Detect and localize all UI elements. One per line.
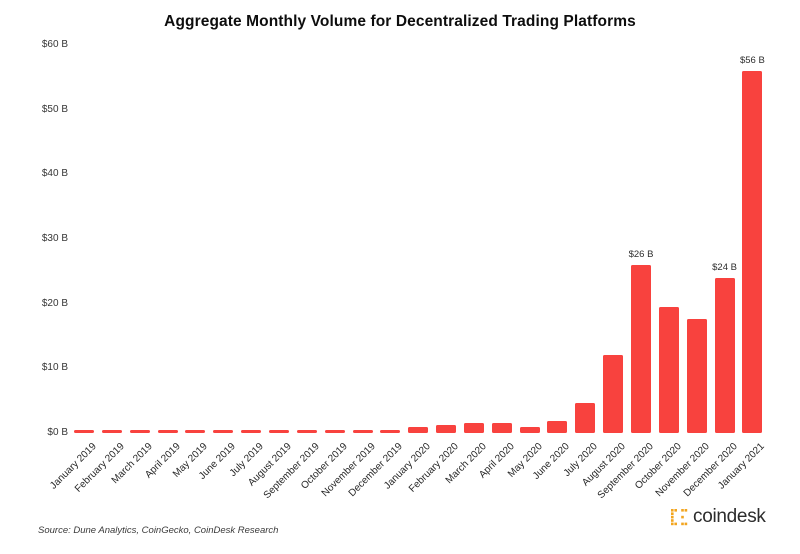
bar-june-2019 (213, 430, 234, 433)
bar-december-2019 (380, 430, 401, 433)
bar-august-2020 (603, 355, 624, 433)
bar-january-2019 (74, 430, 94, 433)
bar-september-2019 (296, 430, 317, 433)
source-note: Source: Dune Analytics, CoinGecko, CoinD… (38, 525, 279, 536)
bar-february-2020 (436, 424, 457, 433)
bar-march-2020 (463, 423, 484, 433)
bar-value-label: $24 B (712, 261, 737, 273)
bar-july-2020 (575, 403, 596, 433)
chart-title: Aggregate Monthly Volume for Decentraliz… (164, 13, 636, 30)
bar-february-2019 (101, 430, 122, 433)
bar-january-2021 (742, 70, 763, 433)
bar-october-2019 (324, 430, 345, 433)
bar-value-label: $26 B (628, 248, 654, 260)
bar-december-2020 (714, 277, 735, 433)
bar-april-2020 (491, 423, 512, 433)
bar-october-2020 (658, 306, 679, 433)
bar-august-2019 (268, 430, 289, 433)
bar-january-2020 (408, 427, 429, 433)
bar-july-2019 (241, 430, 262, 433)
y-tick-label: $50 B (41, 103, 68, 115)
coindesk-logo-icon (671, 508, 688, 525)
bar-april-2019 (157, 430, 178, 433)
y-tick-label: $0 B (47, 427, 68, 438)
bar-june-2020 (547, 420, 568, 433)
y-tick-label: $20 B (41, 297, 68, 309)
y-tick-label: $30 B (41, 233, 68, 244)
bar-november-2019 (352, 430, 373, 433)
coindesk-logo-text: coindesk (693, 506, 766, 527)
coindesk-logo: coindesk (671, 506, 766, 528)
bar-may-2020 (519, 426, 540, 433)
bar-value-label: $56 B (739, 54, 765, 66)
y-tick-label: $40 B (41, 168, 68, 180)
bar-may-2019 (185, 430, 206, 433)
bar-september-2020 (631, 264, 651, 433)
bar-march-2019 (129, 430, 150, 433)
bar-november-2020 (686, 319, 707, 433)
y-tick-label: $10 B (41, 362, 68, 374)
y-tick-label: $60 B (41, 39, 68, 50)
